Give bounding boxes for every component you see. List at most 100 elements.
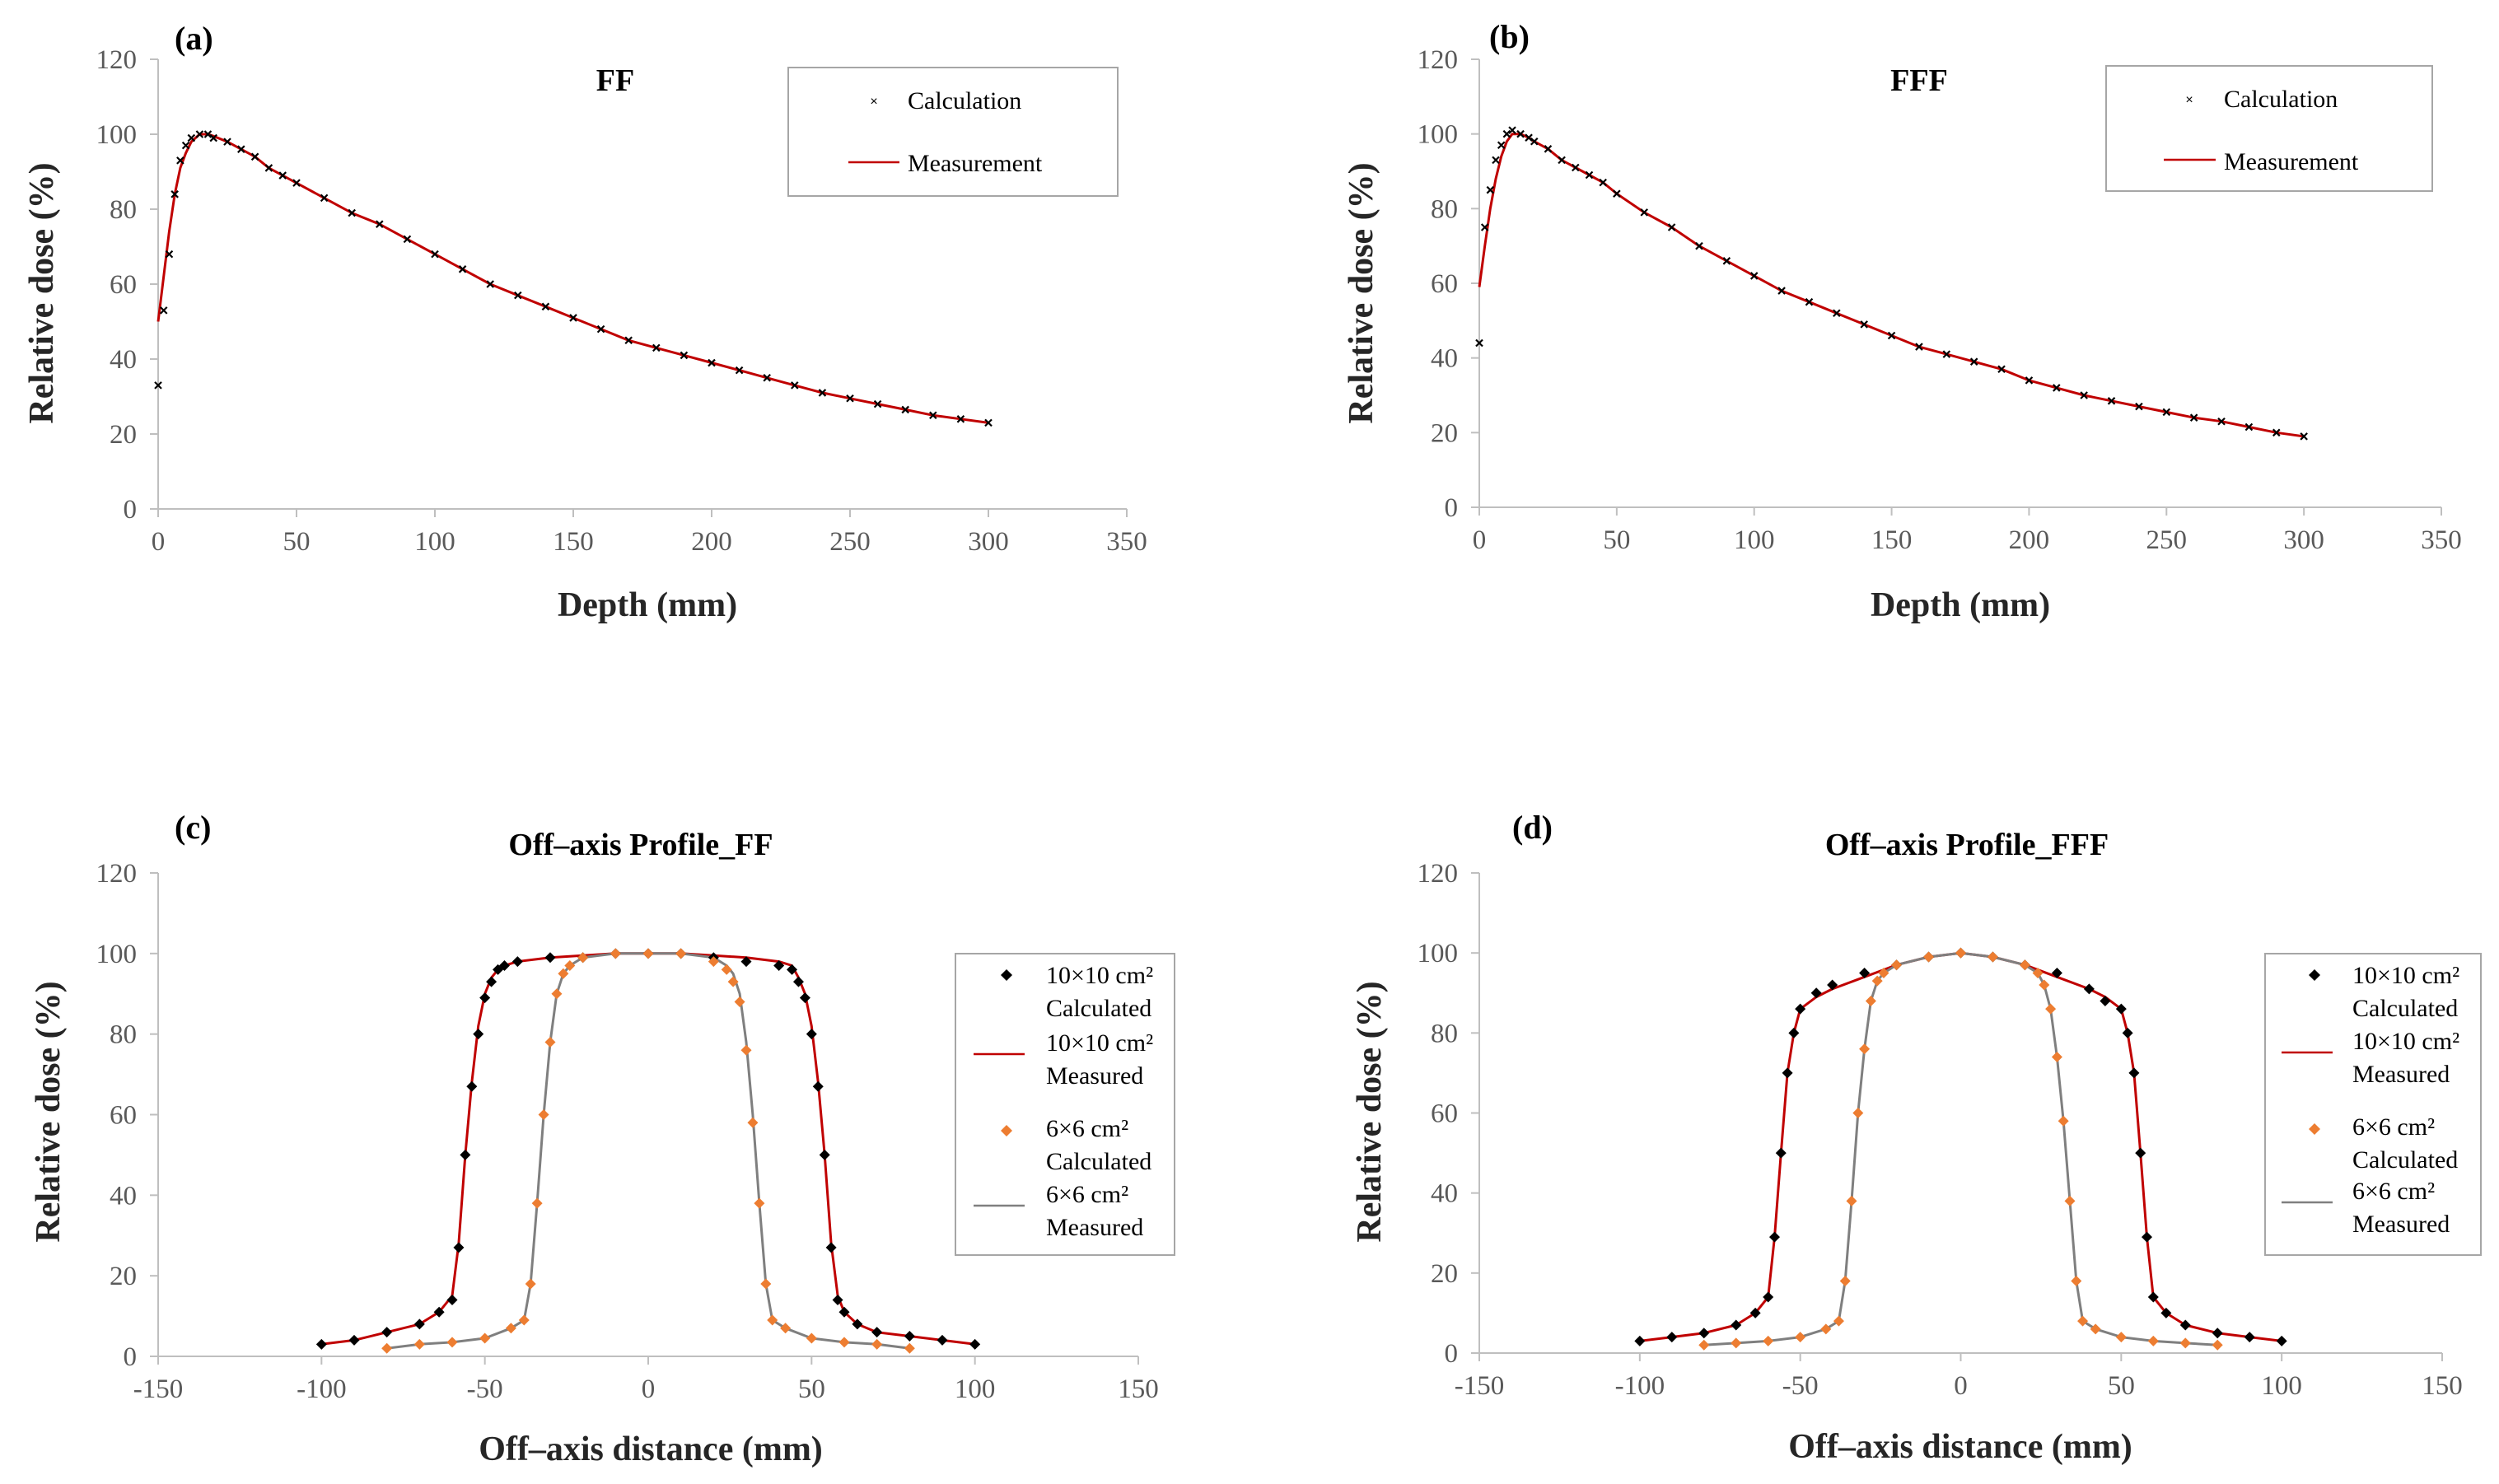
point-6-6-cm-calculated [577, 952, 589, 964]
point-6-6-cm-calculated [538, 1109, 549, 1120]
point-calculation [1497, 141, 1506, 150]
point-6-6-cm-calculated [2071, 1276, 2082, 1287]
point-10-10-cm-calculated [2244, 1332, 2255, 1343]
y-tick-label: 40 [1431, 344, 1458, 374]
point-10-10-cm-calculated [315, 1338, 327, 1350]
point-calculation [1599, 178, 1607, 187]
x-tick-label: -50 [467, 1374, 503, 1404]
y-axis-title: Relative dose (%) [1351, 981, 1389, 1242]
point-6-6-cm-calculated [2032, 967, 2044, 978]
panel-d: (d) Off–axis Profile_FFF Off–axis distan… [1351, 809, 2482, 1466]
y-axis-title: Relative dose (%) [1343, 162, 1380, 423]
point-calculation [376, 220, 384, 228]
point-6-6-cm-calculated [551, 988, 563, 1000]
x-tick-label: 250 [829, 527, 871, 557]
point-calculation [569, 314, 577, 322]
x-tick-label: -50 [1782, 1371, 1819, 1401]
point-calculation [1530, 137, 1539, 146]
point-10-10-cm-calculated [446, 1295, 458, 1306]
point-6-6-cm-calculated [446, 1337, 458, 1348]
x-tick-label: 0 [152, 527, 166, 557]
point-6-6-cm-calculated [675, 948, 687, 959]
chart-title: Off–axis Profile_FFF [1825, 828, 2109, 862]
x-tick-label: 250 [2146, 525, 2188, 555]
point-calculation [458, 265, 467, 273]
point-10-10-cm-calculated [453, 1242, 465, 1253]
y-tick-label: 0 [1445, 1339, 1459, 1369]
point-6-6-cm-calculated [1865, 995, 1876, 1006]
legend-label-line1: 6×6 cm² [1046, 1181, 1128, 1208]
x-tick-label: 50 [283, 527, 311, 557]
legend-marker-diamond-orange [1001, 1125, 1012, 1136]
point-calculation [2107, 397, 2116, 405]
point-calculation [1502, 129, 1511, 138]
point-6-6-cm-calculated [558, 968, 569, 979]
x-tick-label: 100 [414, 527, 455, 557]
point-calculation [1492, 156, 1500, 165]
legend: 10×10 cm² Calculated 10×10 cm² Measured … [2264, 953, 2482, 1256]
point-calculation [1640, 208, 1649, 217]
point-10-10-cm-calculated [381, 1327, 393, 1338]
point-calculation [735, 366, 744, 375]
point-10-10-cm-calculated [1698, 1328, 1710, 1339]
point-10-10-cm-calculated [479, 992, 491, 1004]
y-tick-label: 20 [1431, 418, 1458, 448]
point-calculation [165, 250, 174, 259]
point-calculation [2272, 428, 2281, 437]
point-10-10-cm-calculated [486, 976, 497, 987]
point-calculation [818, 389, 827, 397]
point-6-6-cm-calculated [1833, 1315, 1844, 1327]
point-10-10-cm-calculated [904, 1331, 915, 1342]
point-6-6-cm-calculated [806, 1332, 817, 1344]
point-calculation [1695, 241, 1703, 250]
point-6-6-cm-calculated [2147, 1335, 2159, 1346]
y-tick-label: 120 [1418, 859, 1459, 889]
point-6-6-cm-calculated [708, 956, 719, 968]
y-tick-label: 80 [110, 195, 137, 225]
point-10-10-cm-calculated [740, 956, 752, 968]
point-calculation [846, 394, 854, 403]
x-tick-label: 300 [968, 527, 1009, 557]
y-tick-label: 120 [96, 859, 138, 889]
point-calculation [181, 141, 190, 150]
point-calculation [1516, 129, 1525, 138]
legend-label-line1: 10×10 cm² [2352, 962, 2459, 989]
x-tick-label: 0 [642, 1374, 656, 1404]
point-calculation [2162, 408, 2171, 417]
point-6-6-cm-calculated [1846, 1195, 1857, 1206]
point-10-10-cm-calculated [2100, 995, 2111, 1006]
y-tick-label: 80 [1431, 1019, 1458, 1048]
point-calculation [1777, 287, 1786, 295]
y-tick-label: 20 [110, 1262, 137, 1291]
legend-label-measurement: Measurement [908, 150, 1043, 177]
y-tick-label: 0 [124, 495, 138, 525]
point-6-6-cm-calculated [2051, 1051, 2062, 1062]
x-tick-label: -100 [1615, 1371, 1665, 1401]
legend-label-calculation: Calculation [2224, 86, 2338, 113]
legend-marker-diamond-black [2309, 969, 2320, 981]
point-calculation [1722, 257, 1731, 265]
point-10-10-cm-calculated [838, 1306, 850, 1318]
point-6-6-cm-calculated [721, 964, 732, 975]
legend-label-line1: 10×10 cm² [1046, 962, 1153, 989]
point-10-10-cm-calculated [1768, 1231, 1780, 1243]
y-tick-label: 40 [1431, 1179, 1458, 1209]
point-10-10-cm-calculated [1634, 1335, 1646, 1346]
point-6-6-cm-calculated [767, 1314, 778, 1326]
x-tick-label: 300 [2283, 525, 2324, 555]
x-axis-title: Off–axis distance (mm) [1788, 1428, 2132, 1466]
point-calculation [203, 130, 213, 138]
x-tick-label: 100 [955, 1374, 996, 1404]
point-6-6-cm-calculated [2058, 1115, 2069, 1127]
x-tick-label: 150 [1118, 1374, 1159, 1404]
point-10-10-cm-calculated [466, 1080, 478, 1092]
chart-title: FFF [1890, 63, 1948, 98]
point-10-10-cm-calculated [1827, 979, 1838, 991]
point-10-10-cm-calculated [2083, 983, 2095, 995]
point-6-6-cm-calculated [1763, 1335, 1774, 1346]
point-10-10-cm-calculated [413, 1318, 425, 1330]
point-6-6-cm-calculated [642, 948, 654, 959]
legend-box [2264, 953, 2482, 1256]
y-tick-label: 40 [110, 1181, 137, 1211]
point-10-10-cm-calculated [1775, 1147, 1787, 1159]
